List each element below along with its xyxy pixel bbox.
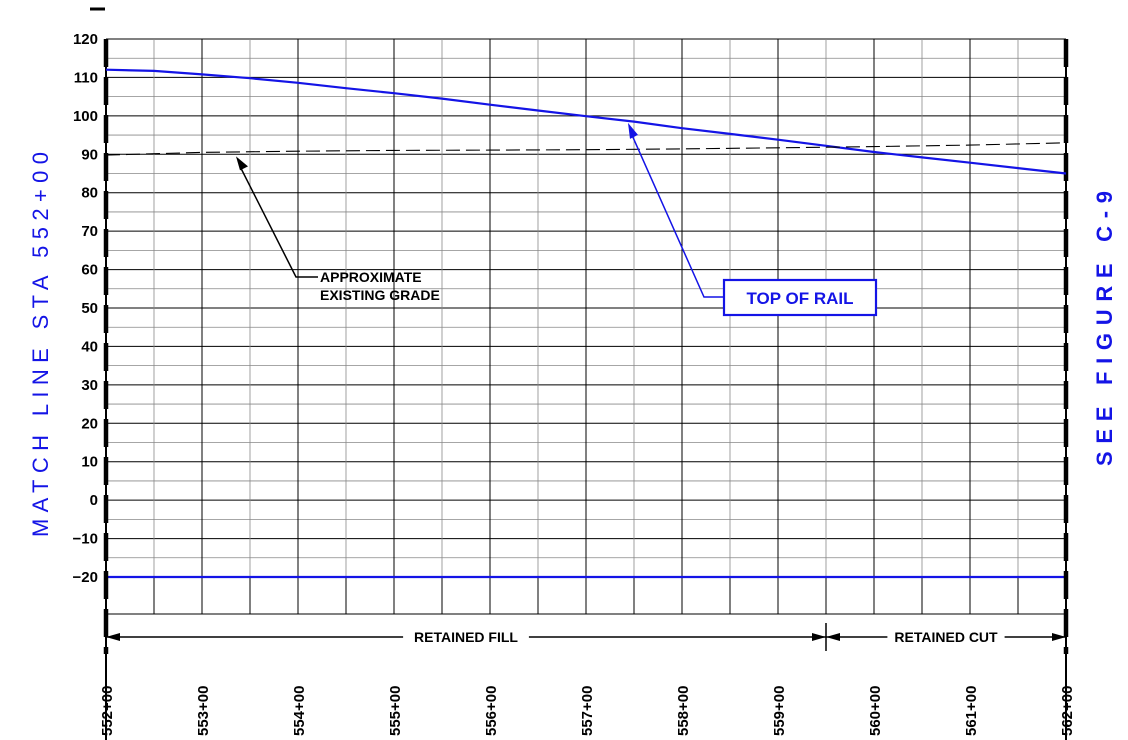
y-tick-label: 10 bbox=[81, 454, 98, 471]
x-tick-label: 558+00 bbox=[675, 686, 692, 736]
top-of-rail-arrowhead bbox=[628, 122, 638, 139]
grid bbox=[105, 38, 1067, 614]
y-tick-label: 20 bbox=[81, 415, 98, 432]
y-tick-label: 50 bbox=[81, 300, 98, 317]
y-tick-label: −20 bbox=[73, 569, 98, 586]
grade-arrowhead bbox=[236, 156, 248, 171]
grade-note-line: APPROXIMATE bbox=[320, 269, 422, 285]
y-tick-label: 80 bbox=[81, 185, 98, 202]
x-tick-label: 559+00 bbox=[771, 686, 788, 736]
see-figure-label: SEE FIGURE C-9 bbox=[1092, 191, 1117, 466]
x-tick-label: 553+00 bbox=[195, 686, 212, 736]
y-tick-label: 70 bbox=[81, 223, 98, 240]
zone-label: RETAINED CUT bbox=[894, 629, 998, 645]
y-tick-label: 30 bbox=[81, 377, 98, 394]
series-layer bbox=[105, 68, 1067, 175]
x-tick-label: 552+00 bbox=[99, 686, 116, 736]
x-tick-label: 554+00 bbox=[291, 686, 308, 736]
zone-arrow-start bbox=[826, 633, 840, 641]
y-tick-label: 40 bbox=[81, 338, 98, 355]
x-tick-label: 562+00 bbox=[1059, 686, 1076, 736]
grade-note-line: EXISTING GRADE bbox=[320, 287, 440, 303]
annotations: APPROXIMATE EXISTING GRADE TOP OF RAIL bbox=[236, 122, 878, 317]
x-tick-label: 561+00 bbox=[963, 686, 980, 736]
zone-arrow-end bbox=[1052, 633, 1066, 641]
existing-grade-line bbox=[105, 142, 1067, 156]
y-tick-label: 110 bbox=[74, 69, 98, 86]
labels: MATCH LINE STA 552+00 SEE FIGURE C-9 bbox=[28, 152, 1117, 537]
grade-leader bbox=[239, 166, 318, 278]
top-of-rail-leader bbox=[630, 132, 724, 298]
x-tick-label: 555+00 bbox=[387, 686, 404, 736]
x-tick-label: 560+00 bbox=[867, 686, 884, 736]
y-tick-label: 100 bbox=[73, 108, 98, 125]
axes: 1201101009080706050403020100−10−20552+00… bbox=[73, 31, 1076, 740]
top-of-rail-line bbox=[105, 68, 1067, 175]
y-tick-label: −10 bbox=[73, 531, 98, 548]
top-of-rail-box bbox=[722, 278, 878, 317]
top-of-rail-label: TOP OF RAIL bbox=[746, 289, 853, 308]
x-tick-label: 556+00 bbox=[483, 686, 500, 736]
x-tick-label: 557+00 bbox=[579, 686, 596, 736]
y-tick-label: 0 bbox=[90, 492, 98, 509]
y-tick-label: 120 bbox=[73, 31, 98, 48]
match-line-label: MATCH LINE STA 552+00 bbox=[28, 152, 53, 537]
y-tick-label: 60 bbox=[81, 262, 98, 279]
zone-arrow-start bbox=[106, 633, 120, 641]
y-tick-label: 90 bbox=[81, 146, 98, 163]
zone-arrow-end bbox=[812, 633, 826, 641]
zone-label: RETAINED FILL bbox=[414, 629, 518, 645]
zones: RETAINED FILL RETAINED CUT bbox=[106, 623, 1066, 651]
